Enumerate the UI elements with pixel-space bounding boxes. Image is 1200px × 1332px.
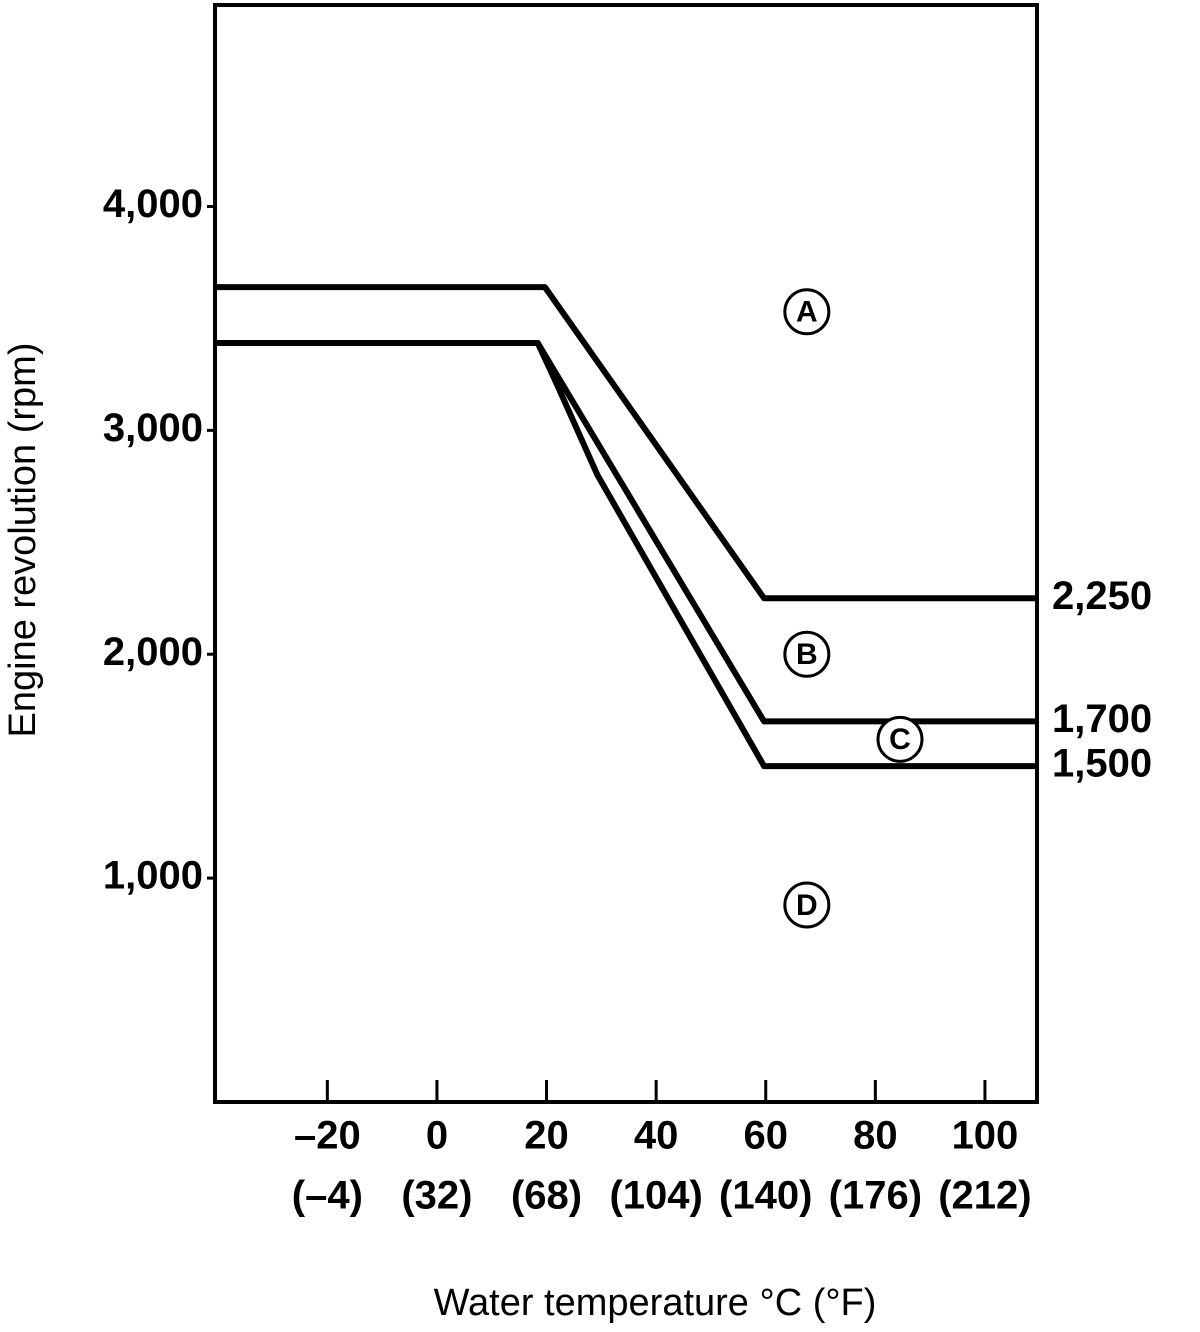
x-tick-label: 80 — [853, 1114, 898, 1158]
y-tick-label: 1,000 — [103, 854, 203, 898]
line — [215, 284, 1037, 602]
y-tick-label: 4,000 — [103, 182, 203, 226]
x-tick-label: 100 — [952, 1114, 1019, 1158]
region-label: A — [796, 296, 818, 329]
y2-tick-label: 1,500 — [1052, 742, 1152, 786]
region-label: B — [796, 638, 818, 671]
region-marker — [783, 881, 831, 929]
y-tick-label: 2,000 — [103, 630, 203, 674]
region-label: C — [889, 723, 911, 756]
y-tick-label: 3,000 — [103, 406, 203, 450]
y-axis-label: Engine revolution (rpm) — [2, 343, 44, 738]
x-tick-label: –20 — [294, 1114, 361, 1158]
x-tick-label-f: (104) — [609, 1174, 702, 1218]
line — [215, 340, 1037, 770]
y2-tick-label: 1,700 — [1052, 697, 1152, 741]
y2-tick-label: 2,250 — [1052, 574, 1152, 618]
plot-frame — [213, 3, 1039, 1104]
x-tick-label: 60 — [743, 1114, 788, 1158]
x-tick-label: 40 — [634, 1114, 679, 1158]
region-label: D — [796, 889, 818, 922]
x-tick-label-f: (140) — [719, 1174, 812, 1218]
region-marker — [783, 630, 831, 678]
x-tick-label-f: (68) — [511, 1174, 582, 1218]
x-tick-label-f: (32) — [401, 1174, 472, 1218]
region-marker — [876, 715, 924, 763]
x-tick-label-f: (–4) — [292, 1174, 363, 1218]
region-marker — [783, 288, 831, 336]
x-tick-label-f: (176) — [829, 1174, 922, 1218]
x-tick-label-f: (212) — [938, 1174, 1031, 1218]
x-axis-label: Water temperature °C (°F) — [434, 1282, 877, 1324]
x-tick-label: 0 — [426, 1114, 448, 1158]
x-tick-label: 20 — [524, 1114, 569, 1158]
